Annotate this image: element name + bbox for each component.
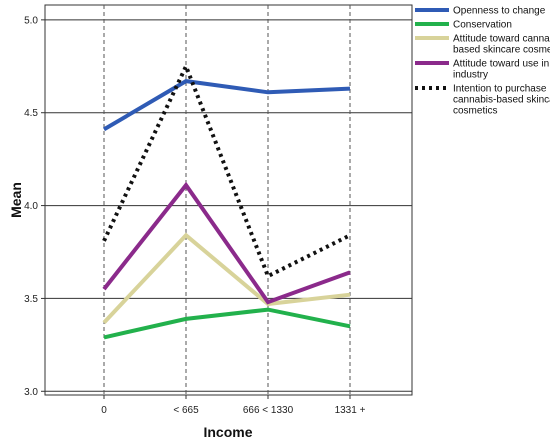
legend: Openness to change Conservation Attitude t… <box>415 6 550 117</box>
series-line <box>102 79 351 132</box>
legend-label: Intention to purchase <box>453 84 547 95</box>
y-tick-label: 3.5 <box>24 294 38 305</box>
plot-frame <box>44 4 413 396</box>
y-tick-label: 5.0 <box>24 15 38 26</box>
series-line <box>102 232 351 324</box>
series-line <box>102 61 351 279</box>
series-line <box>103 307 351 340</box>
y-tick-label: 4.5 <box>24 108 38 119</box>
legend-label: based skincare cosmetics <box>453 45 550 56</box>
legend-label: Conservation <box>453 20 512 31</box>
legend-label: cosmetics <box>453 106 497 117</box>
legend-label: Openness to change <box>453 6 546 17</box>
series-line <box>102 181 351 305</box>
y-tick-label: 3.0 <box>24 387 38 398</box>
x-tick-label: 0 <box>101 405 107 416</box>
legend-label: industry <box>453 70 488 81</box>
legend-label: Attitude toward use in <box>453 59 549 70</box>
y-tick-label: 4.0 <box>24 201 38 212</box>
legend-label: Attitude toward cannabis- <box>453 34 550 45</box>
y-axis-title: Mean <box>8 182 24 218</box>
x-tick-label: 1331 + <box>335 405 366 416</box>
series-layer <box>102 61 351 340</box>
ticks-layer: 3.0 3.5 4.0 4.5 5.0 0 < 665 666 < 1330 1331 + <box>24 15 365 416</box>
grid-layer <box>41 4 413 399</box>
x-tick-label: < 665 <box>173 405 199 416</box>
legend-label: cannabis-based skincare <box>453 95 550 106</box>
x-axis-title: Income <box>203 424 252 440</box>
x-tick-label: 666 < 1330 <box>243 405 294 416</box>
